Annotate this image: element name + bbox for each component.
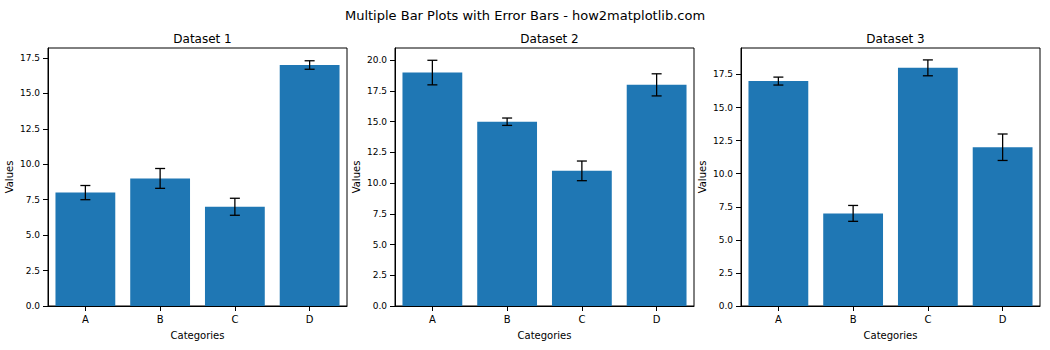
- svg-text:Dataset 1: Dataset 1: [173, 32, 231, 46]
- svg-text:2.5: 2.5: [373, 270, 387, 280]
- svg-text:20.0: 20.0: [367, 55, 387, 65]
- svg-text:B: B: [850, 314, 857, 325]
- svg-text:C: C: [924, 314, 931, 325]
- svg-text:0.0: 0.0: [373, 301, 388, 311]
- svg-text:15.0: 15.0: [713, 103, 733, 113]
- svg-text:C: C: [231, 314, 238, 325]
- svg-text:0.0: 0.0: [26, 301, 41, 311]
- svg-text:5.0: 5.0: [26, 230, 41, 240]
- svg-text:Multiple Bar Plots with Error: Multiple Bar Plots with Error Bars - how…: [345, 8, 705, 23]
- svg-text:D: D: [999, 314, 1007, 325]
- svg-text:15.0: 15.0: [367, 117, 387, 127]
- svg-text:5.0: 5.0: [373, 240, 388, 250]
- svg-text:Dataset 3: Dataset 3: [866, 32, 924, 46]
- svg-text:C: C: [578, 314, 585, 325]
- svg-text:17.5: 17.5: [713, 69, 733, 79]
- svg-text:B: B: [157, 314, 164, 325]
- svg-text:10.0: 10.0: [367, 178, 387, 188]
- svg-text:12.5: 12.5: [713, 136, 733, 146]
- svg-text:15.0: 15.0: [20, 88, 40, 98]
- svg-text:12.5: 12.5: [20, 124, 40, 134]
- svg-text:B: B: [504, 314, 511, 325]
- svg-text:Values: Values: [351, 161, 362, 194]
- svg-text:Categories: Categories: [518, 330, 572, 341]
- svg-text:A: A: [429, 314, 436, 325]
- svg-text:0.0: 0.0: [719, 301, 734, 311]
- svg-text:7.5: 7.5: [26, 195, 40, 205]
- svg-text:2.5: 2.5: [719, 268, 733, 278]
- svg-text:D: D: [306, 314, 314, 325]
- svg-text:2.5: 2.5: [26, 266, 40, 276]
- svg-text:Categories: Categories: [864, 330, 918, 341]
- svg-text:17.5: 17.5: [367, 86, 387, 96]
- svg-text:7.5: 7.5: [373, 209, 387, 219]
- svg-text:17.5: 17.5: [20, 53, 40, 63]
- svg-text:5.0: 5.0: [719, 235, 734, 245]
- svg-text:10.0: 10.0: [713, 169, 733, 179]
- svg-text:D: D: [653, 314, 661, 325]
- svg-text:Values: Values: [4, 161, 15, 194]
- svg-text:A: A: [775, 314, 782, 325]
- svg-text:10.0: 10.0: [20, 159, 40, 169]
- svg-text:Values: Values: [697, 161, 708, 194]
- svg-text:Categories: Categories: [171, 330, 225, 341]
- svg-text:A: A: [82, 314, 89, 325]
- svg-text:Dataset 2: Dataset 2: [520, 32, 578, 46]
- svg-text:7.5: 7.5: [719, 202, 733, 212]
- svg-text:12.5: 12.5: [367, 147, 387, 157]
